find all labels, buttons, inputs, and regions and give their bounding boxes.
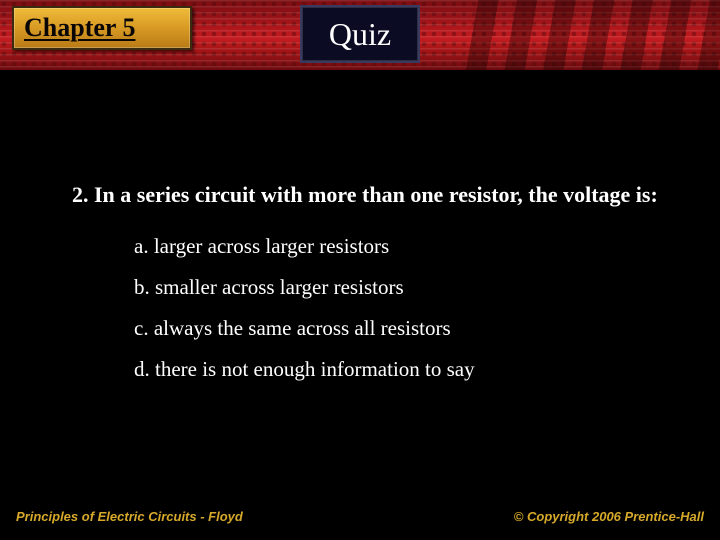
chapter-label: Chapter 5 xyxy=(24,13,135,43)
options-list: a. larger across larger resistors b. sma… xyxy=(134,234,660,382)
footer-right: © Copyright 2006 Prentice-Hall xyxy=(514,509,704,524)
footer: Principles of Electric Circuits - Floyd … xyxy=(16,509,704,524)
option-d: d. there is not enough information to sa… xyxy=(134,357,660,382)
question-text: 2. In a series circuit with more than on… xyxy=(72,180,660,210)
option-b: b. smaller across larger resistors xyxy=(134,275,660,300)
content-area: 2. In a series circuit with more than on… xyxy=(72,180,660,398)
footer-left: Principles of Electric Circuits - Floyd xyxy=(16,509,243,524)
chapter-plate: Chapter 5 xyxy=(12,6,192,50)
quiz-plate: Quiz xyxy=(300,5,420,63)
banner-texture-bands xyxy=(460,0,720,70)
option-c: c. always the same across all resistors xyxy=(134,316,660,341)
quiz-label: Quiz xyxy=(329,16,391,53)
option-a: a. larger across larger resistors xyxy=(134,234,660,259)
header-banner: Chapter 5 Quiz xyxy=(0,0,720,70)
